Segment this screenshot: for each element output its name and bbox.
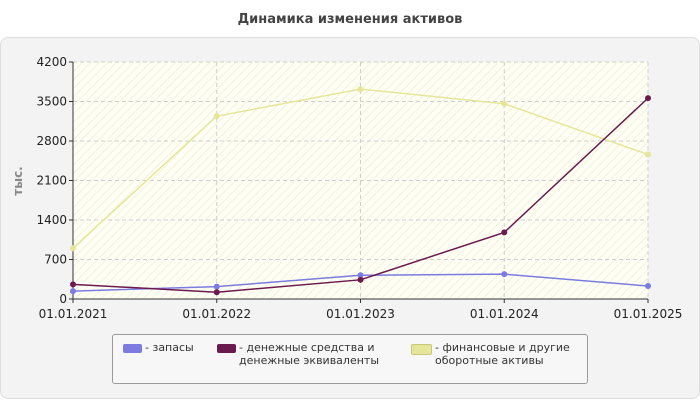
legend-item-cash[interactable]: - денежные средства и денежные эквивален… — [217, 341, 397, 367]
x-tick-label: 01.01.2023 — [326, 307, 395, 321]
y-tick-label: 0 — [59, 292, 67, 306]
legend-label-inventory: - запасы — [145, 341, 194, 354]
data-point[interactable] — [213, 283, 220, 290]
data-point[interactable] — [213, 289, 220, 296]
x-tick-label: 01.01.2021 — [39, 307, 108, 321]
y-tick-label: 2800 — [36, 134, 67, 148]
x-ticks: 01.01.2021 01.01.2022 01.01.2023 01.01.2024… — [39, 299, 683, 321]
data-point[interactable] — [357, 86, 364, 93]
x-tick-label: 01.01.2025 — [614, 307, 683, 321]
legend-label-cash: - денежные средства и денежные эквивален… — [239, 341, 380, 367]
y-axis-label: тыс. — [11, 166, 25, 195]
legend-swatch-inventory — [123, 344, 142, 353]
data-point[interactable] — [645, 95, 651, 102]
series-group — [70, 86, 651, 296]
data-point[interactable] — [645, 283, 651, 290]
legend-item-inventory[interactable]: - запасы — [123, 341, 194, 354]
data-point[interactable] — [357, 272, 364, 279]
y-tick-label: 2100 — [36, 174, 67, 188]
y-tick-label: 700 — [44, 253, 67, 267]
data-point[interactable] — [213, 113, 220, 120]
grid — [73, 61, 649, 299]
legend-swatch-cash — [217, 344, 236, 353]
y-tick-label: 3500 — [36, 95, 67, 109]
y-tick-label: 1400 — [36, 213, 67, 227]
data-point[interactable] — [70, 281, 76, 288]
y-ticks: 0 700 1400 2100 2800 3500 4200 — [36, 55, 73, 306]
legend-label-financial-assets: - финансовые и другие оборотные активы — [435, 341, 570, 367]
data-point[interactable] — [70, 245, 76, 252]
chart-title: Динамика изменения активов — [237, 12, 463, 27]
data-point[interactable] — [70, 288, 76, 295]
x-tick-label: 01.01.2022 — [182, 307, 251, 321]
legend-swatch-financial-assets — [411, 344, 432, 355]
data-point[interactable] — [645, 151, 651, 158]
legend: - запасы - денежные средства и денежные … — [112, 334, 588, 384]
y-tick-label: 4200 — [36, 55, 67, 69]
data-point[interactable] — [501, 229, 508, 236]
data-point[interactable] — [357, 276, 364, 283]
legend-item-financial-assets[interactable]: - финансовые и другие оборотные активы — [411, 341, 579, 367]
x-tick-label: 01.01.2024 — [470, 307, 539, 321]
data-point[interactable] — [501, 100, 508, 107]
data-point[interactable] — [501, 271, 508, 278]
